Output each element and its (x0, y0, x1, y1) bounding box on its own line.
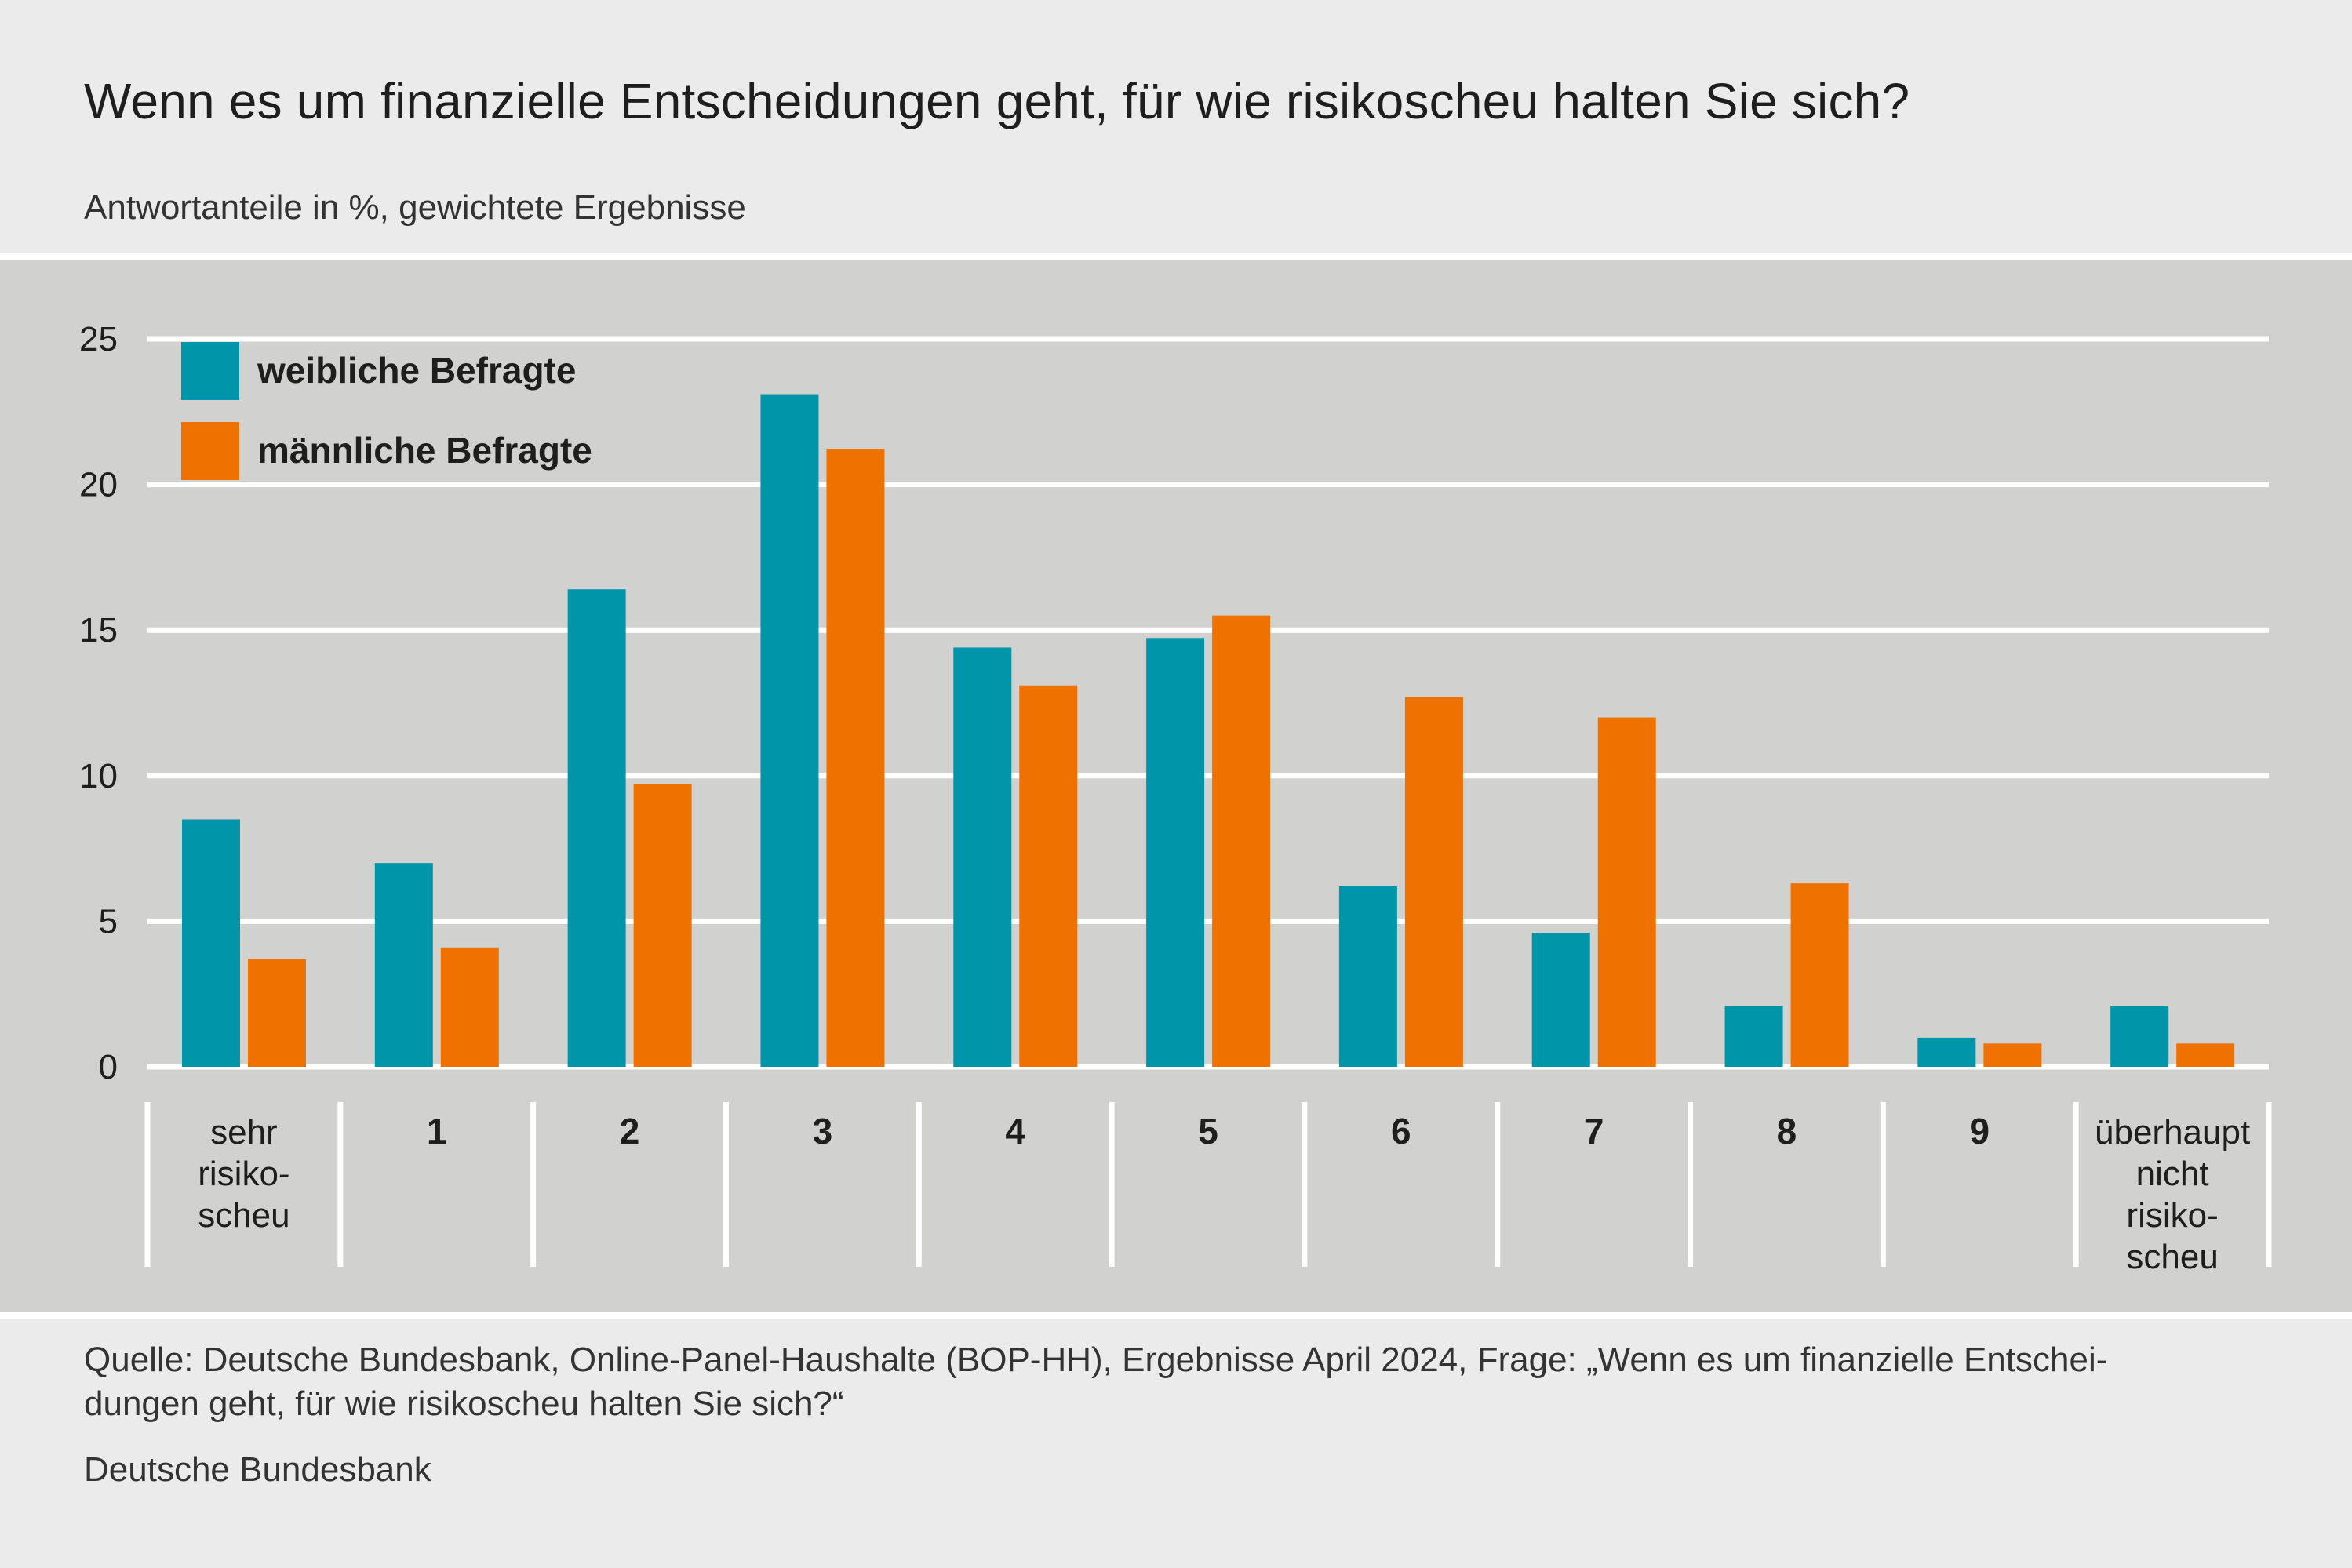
publisher: Deutsche Bundesbank (84, 1450, 431, 1489)
legend-label-male: männliche Befragte (257, 430, 592, 471)
bar-female (760, 394, 819, 1067)
legend-label-female: weibliche Befragte (257, 350, 576, 391)
bar-female (2110, 1006, 2169, 1067)
x-tick-label: 1 (427, 1111, 447, 1151)
chart-subtitle: Antwortanteile in %, gewichtete Ergebnis… (84, 188, 746, 227)
x-tick-label: 3 (813, 1111, 833, 1151)
y-tick-label: 15 (79, 611, 118, 649)
bar-female (374, 863, 433, 1067)
bar-male (633, 784, 692, 1067)
bar-female (953, 647, 1012, 1067)
x-tick-label: 6 (1391, 1111, 1411, 1151)
bar-male (826, 449, 885, 1067)
x-tick-label: 4 (1005, 1111, 1025, 1151)
x-tick-label: 2 (620, 1111, 640, 1151)
y-tick-label: 5 (99, 902, 118, 940)
x-tick-label: 8 (1777, 1111, 1797, 1151)
bar-male (1212, 615, 1271, 1067)
x-tick-label: überhaupt (2095, 1113, 2250, 1151)
footer: Quelle: Deutsche Bundesbank, Online-Pane… (84, 1338, 2273, 1492)
y-tick-label: 0 (99, 1048, 118, 1086)
legend-swatch-female (181, 342, 239, 400)
bottom-separator (0, 1312, 2352, 1319)
bar-male (248, 959, 306, 1067)
bar-male (2176, 1043, 2235, 1067)
bar-female (1531, 933, 1590, 1067)
y-tick-label: 20 (79, 466, 118, 504)
source-line-2: dungen geht, für wie risikoscheu halten … (84, 1384, 844, 1423)
x-tick-label: 9 (1969, 1111, 1990, 1151)
x-tick-label: scheu (198, 1196, 289, 1235)
bar-male (1597, 717, 1656, 1067)
x-tick-label: sehr (210, 1113, 278, 1151)
source-note: Quelle: Deutsche Bundesbank, Online-Pane… (84, 1338, 2273, 1426)
x-tick-label: scheu (2126, 1238, 2218, 1276)
bar-female (1724, 1006, 1783, 1067)
bar-male (1019, 685, 1078, 1067)
bar-female (1917, 1037, 1976, 1067)
source-line-1: Quelle: Deutsche Bundesbank, Online-Pane… (84, 1341, 2108, 1379)
bar-female (182, 819, 240, 1067)
x-tick-label: risiko- (198, 1155, 289, 1193)
bar-female (1146, 638, 1205, 1067)
legend-swatch-male (181, 422, 239, 480)
bar-male (1404, 697, 1463, 1067)
x-tick-label: nicht (2136, 1155, 2209, 1193)
x-tick-label: 7 (1584, 1111, 1604, 1151)
chart-title: Wenn es um finanzielle Entscheidungen ge… (84, 73, 1910, 129)
x-tick-label: risiko- (2126, 1196, 2218, 1235)
bar-male (440, 947, 499, 1067)
x-tick-label: 5 (1198, 1111, 1218, 1151)
top-separator (0, 253, 2352, 260)
y-tick-label: 25 (79, 320, 118, 358)
bar-female (1338, 886, 1397, 1067)
bar-female (567, 589, 626, 1067)
bar-male (1983, 1043, 2042, 1067)
y-tick-label: 10 (79, 757, 118, 795)
bar-male (1790, 883, 1849, 1067)
